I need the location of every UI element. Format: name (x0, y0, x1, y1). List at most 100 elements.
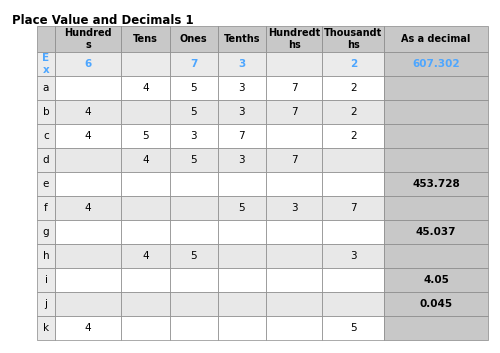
Text: 45.037: 45.037 (416, 227, 457, 237)
Bar (122, 268, 170, 292)
Text: 4: 4 (85, 107, 91, 117)
Text: 7: 7 (291, 155, 298, 165)
Bar (55, 52, 122, 76)
Bar (322, 292, 384, 316)
Bar (55, 292, 122, 316)
Bar (122, 316, 170, 340)
Text: 3: 3 (238, 107, 245, 117)
Bar (122, 26, 170, 52)
Text: g: g (42, 227, 50, 237)
Text: a: a (43, 83, 49, 93)
Bar (384, 100, 488, 124)
Text: Place Value and Decimals 1: Place Value and Decimals 1 (12, 14, 194, 27)
Bar (170, 124, 218, 148)
Text: 2: 2 (350, 107, 356, 117)
Bar (55, 100, 122, 124)
Bar (55, 172, 122, 196)
Text: 7: 7 (238, 131, 245, 141)
Text: h: h (42, 251, 50, 261)
Bar (322, 76, 384, 100)
Text: E
x: E x (42, 53, 50, 75)
Bar (37, 220, 55, 244)
Bar (55, 220, 122, 244)
Bar (218, 26, 266, 52)
Bar (384, 244, 488, 268)
Bar (37, 124, 55, 148)
Bar (266, 148, 322, 172)
Bar (170, 172, 218, 196)
Bar (266, 316, 322, 340)
Bar (37, 172, 55, 196)
Text: 4: 4 (142, 251, 149, 261)
Bar (55, 148, 122, 172)
Text: 607.302: 607.302 (412, 59, 460, 69)
Bar (266, 26, 322, 52)
Text: 4: 4 (142, 83, 149, 93)
Bar (384, 220, 488, 244)
Bar (170, 100, 218, 124)
Text: 2: 2 (350, 59, 357, 69)
Text: Hundredt
hs: Hundredt hs (268, 28, 320, 50)
Bar (55, 76, 122, 100)
Bar (218, 124, 266, 148)
Text: 7: 7 (291, 107, 298, 117)
Bar (266, 76, 322, 100)
Bar (122, 220, 170, 244)
Text: 2: 2 (350, 131, 356, 141)
Bar (170, 196, 218, 220)
Bar (37, 100, 55, 124)
Text: b: b (42, 107, 50, 117)
Text: e: e (43, 179, 49, 189)
Text: 7: 7 (350, 203, 356, 213)
Text: 453.728: 453.728 (412, 179, 460, 189)
Bar (37, 292, 55, 316)
Text: As a decimal: As a decimal (402, 34, 470, 44)
Bar (384, 292, 488, 316)
Bar (322, 316, 384, 340)
Bar (122, 148, 170, 172)
Bar (266, 196, 322, 220)
Text: Tens: Tens (133, 34, 158, 44)
Bar (55, 124, 122, 148)
Bar (170, 220, 218, 244)
Text: k: k (43, 323, 49, 333)
Bar (322, 172, 384, 196)
Bar (218, 196, 266, 220)
Text: 2: 2 (350, 83, 356, 93)
Bar (122, 52, 170, 76)
Bar (384, 316, 488, 340)
Bar (37, 196, 55, 220)
Bar (384, 76, 488, 100)
Bar (322, 124, 384, 148)
Bar (218, 220, 266, 244)
Text: Ones: Ones (180, 34, 208, 44)
Text: 7: 7 (190, 59, 197, 69)
Bar (322, 268, 384, 292)
Bar (322, 100, 384, 124)
Bar (384, 172, 488, 196)
Bar (170, 76, 218, 100)
Text: 3: 3 (238, 59, 246, 69)
Text: 5: 5 (190, 155, 197, 165)
Bar (384, 196, 488, 220)
Text: Hundred
s: Hundred s (64, 28, 112, 50)
Bar (170, 52, 218, 76)
Bar (322, 220, 384, 244)
Bar (266, 52, 322, 76)
Bar (218, 244, 266, 268)
Bar (266, 172, 322, 196)
Text: 5: 5 (142, 131, 149, 141)
Text: 7: 7 (291, 83, 298, 93)
Text: 3: 3 (350, 251, 356, 261)
Text: 4: 4 (85, 203, 91, 213)
Bar (55, 196, 122, 220)
Text: 4: 4 (142, 155, 149, 165)
Text: i: i (44, 275, 48, 285)
Text: 0.045: 0.045 (420, 299, 452, 309)
Text: Thousandt
hs: Thousandt hs (324, 28, 382, 50)
Bar (122, 244, 170, 268)
Bar (122, 196, 170, 220)
Text: 4: 4 (85, 131, 91, 141)
Bar (170, 292, 218, 316)
Bar (266, 292, 322, 316)
